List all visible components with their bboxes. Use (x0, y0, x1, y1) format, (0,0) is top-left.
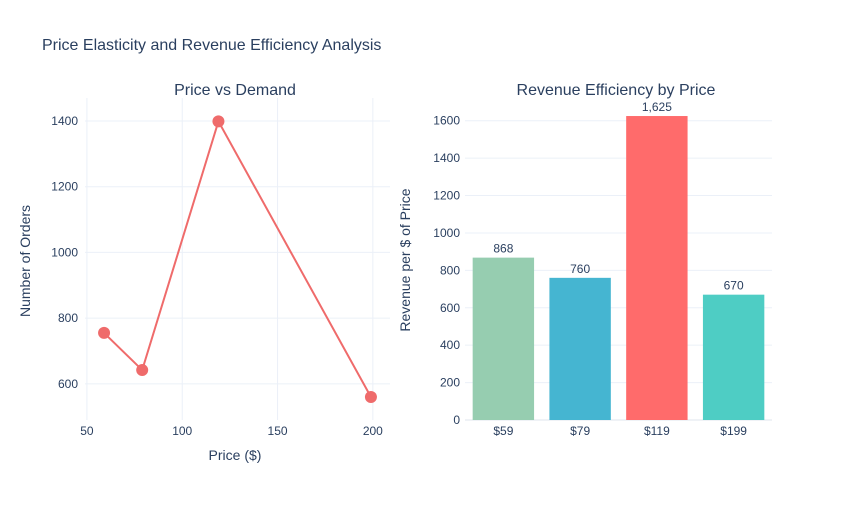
left-y-tick-label: 600 (58, 377, 78, 391)
left-y-tick-label: 800 (58, 311, 78, 325)
left-x-tick-label: 150 (268, 424, 288, 438)
right-y-tick-label: 400 (440, 338, 460, 352)
right-x-tick-label: $119 (644, 424, 670, 438)
bar (702, 294, 765, 420)
left-x-tick-label: 50 (80, 424, 94, 438)
right-y-tick-label: 200 (440, 376, 460, 390)
left-axes: 50 100 150 200 600 800 1000 1200 1400 (51, 114, 383, 438)
right-y-tick-label: 0 (453, 413, 460, 427)
demand-point (364, 391, 377, 403)
demand-point (136, 364, 149, 377)
right-bars: 868 760 1,625 670 (472, 100, 765, 420)
price-vs-demand-chart: Price vs Demand 50 100 150 200 600 800 1000 120… (17, 82, 390, 463)
bar (472, 257, 535, 420)
right-x-tick-label: $79 (570, 424, 590, 438)
bar-value-label: 1,625 (642, 100, 672, 114)
figure-title: Price Elasticity and Revenue Efficiency … (42, 37, 381, 54)
bar-value-label: 868 (493, 242, 513, 256)
left-y-tick-label: 1200 (51, 180, 78, 194)
right-x-tick-label: $59 (493, 424, 513, 438)
right-y-tick-label: 1200 (433, 189, 460, 203)
right-y-tick-label: 1600 (433, 114, 460, 128)
bar (549, 277, 611, 420)
demand-line (103, 118, 372, 398)
left-x-tick-label: 100 (172, 424, 192, 438)
bar (626, 116, 688, 420)
left-series (98, 115, 377, 403)
left-y-axis-title: Number of Orders (17, 205, 33, 317)
demand-point (212, 115, 225, 128)
left-x-tick-label: 200 (363, 424, 383, 438)
left-y-tick-label: 1400 (51, 114, 78, 128)
left-grid (85, 98, 390, 420)
right-axes: 0 200 400 600 800 1000 1200 1400 1600 $59 $79 $119 $… (433, 114, 747, 438)
right-y-tick-label: 1400 (433, 151, 460, 165)
revenue-efficiency-chart: Revenue Efficiency by Price 0 200 400 600 80… (397, 82, 772, 438)
left-chart-title: Price vs Demand (174, 82, 296, 99)
left-y-tick-label: 1000 (51, 245, 78, 259)
right-y-axis-title: Revenue per $ of Price (397, 188, 413, 331)
demand-point (98, 326, 111, 339)
left-x-axis-title: Price ($) (209, 447, 262, 463)
right-y-tick-label: 600 (440, 301, 460, 315)
right-y-tick-label: 800 (440, 263, 460, 277)
right-x-tick-label: $199 (720, 424, 747, 438)
bar-value-label: 670 (724, 279, 744, 293)
right-chart-title: Revenue Efficiency by Price (517, 82, 716, 99)
bar-value-label: 760 (570, 262, 590, 276)
right-y-tick-label: 1000 (433, 226, 460, 240)
